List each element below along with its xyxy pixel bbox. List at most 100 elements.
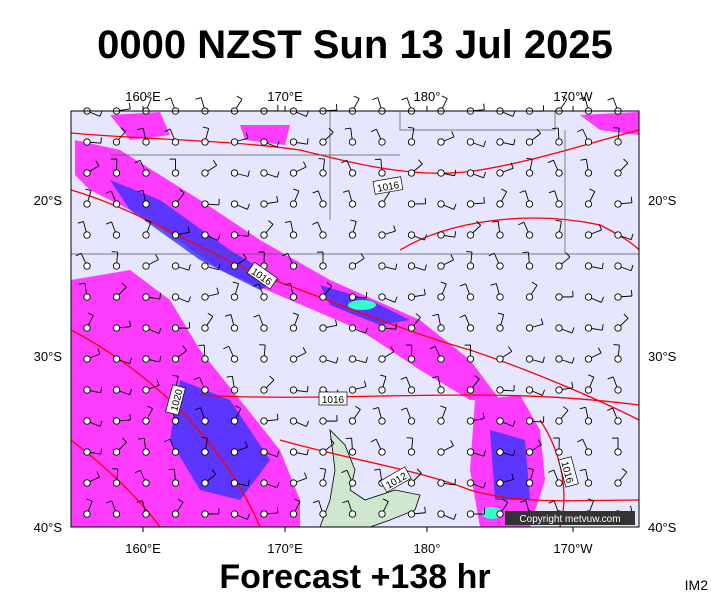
- station: [614, 386, 622, 394]
- station: [555, 448, 563, 456]
- station: [289, 355, 298, 363]
- station: [201, 324, 209, 332]
- station: [437, 169, 445, 177]
- lat-label-left: 30°S: [34, 349, 63, 364]
- barb-flag: [512, 420, 516, 427]
- barb-flag: [328, 127, 334, 133]
- barb-flag: [394, 296, 398, 303]
- isobar-label-text: 1016: [376, 180, 400, 195]
- barb-flag: [75, 252, 82, 257]
- barb-flag: [518, 221, 525, 226]
- station: [584, 231, 593, 239]
- station: [230, 386, 239, 394]
- barb-flag: [282, 252, 288, 257]
- barb-flag: [492, 220, 499, 223]
- barb-flag: [138, 437, 145, 440]
- barb-flag: [483, 482, 486, 489]
- station: [555, 324, 563, 332]
- station: [407, 324, 416, 332]
- barb-flag: [537, 439, 542, 445]
- station: [201, 417, 209, 425]
- barb-flag: [305, 110, 309, 117]
- station: [230, 479, 239, 487]
- barb-flag: [527, 467, 534, 471]
- lat-label-left: 20°S: [34, 193, 63, 208]
- station: [525, 355, 534, 363]
- station: [112, 355, 121, 363]
- barb-flag: [580, 158, 587, 161]
- station: [437, 262, 445, 270]
- station: [112, 386, 121, 394]
- barb-flag: [372, 407, 379, 410]
- isobar-label-box: [558, 456, 579, 488]
- barb-flag: [490, 283, 497, 286]
- barb-flag: [453, 203, 457, 210]
- station: [466, 231, 475, 239]
- barb-flag: [128, 102, 131, 109]
- station: [201, 262, 209, 270]
- barb-flag: [360, 253, 365, 259]
- barb-flag: [155, 254, 159, 260]
- lon-label-bottom: 160°E: [125, 541, 161, 556]
- station: [230, 169, 239, 177]
- barb-flag: [601, 324, 604, 331]
- barb-flag: [577, 438, 583, 443]
- station: [112, 169, 121, 177]
- isobar-label-text: 1016: [322, 395, 345, 406]
- barb-flag: [198, 344, 205, 347]
- station: [230, 355, 239, 363]
- station: [496, 169, 504, 177]
- barb-flag: [623, 158, 629, 164]
- station: [555, 200, 563, 208]
- station: [289, 138, 298, 146]
- barb-flag: [373, 468, 381, 471]
- barb-flag: [519, 190, 526, 194]
- barb-flag: [134, 469, 141, 474]
- barb-flag: [145, 219, 152, 223]
- barb-flag: [630, 196, 633, 203]
- station: [348, 138, 357, 146]
- station: [496, 324, 504, 332]
- station: [142, 417, 150, 425]
- barb-flag: [482, 412, 485, 419]
- station: [230, 138, 239, 146]
- station: [348, 355, 357, 363]
- barb-flag: [156, 379, 160, 386]
- barb-flag: [212, 160, 218, 166]
- barb-flag: [440, 405, 447, 409]
- barb-flag: [159, 292, 161, 299]
- station: [171, 231, 180, 239]
- station: [378, 324, 386, 332]
- station: [614, 293, 622, 301]
- barb-flag: [424, 234, 427, 241]
- station: [614, 417, 622, 425]
- copyright: Copyright metvuw.com: [519, 514, 620, 525]
- station: [319, 355, 327, 363]
- barb-flag: [129, 413, 131, 421]
- barb-flag: [432, 375, 439, 379]
- barb-flag: [329, 438, 335, 444]
- station: [525, 200, 534, 208]
- station: [201, 479, 209, 487]
- barb-flag: [232, 281, 239, 285]
- barb-flag: [344, 127, 351, 130]
- barb-flag: [335, 357, 339, 364]
- barb-flag: [218, 263, 221, 270]
- barb-flag: [193, 376, 200, 381]
- barb-flag: [86, 498, 93, 502]
- isobar-label: 1016: [318, 391, 348, 406]
- station: [112, 293, 121, 301]
- barb-flag: [247, 479, 250, 486]
- station: [525, 417, 534, 425]
- barb-flag: [304, 472, 308, 479]
- station: [496, 138, 504, 146]
- station: [112, 448, 121, 456]
- station: [466, 169, 475, 177]
- station: [555, 262, 563, 270]
- station: [407, 231, 416, 239]
- barb-flag: [77, 221, 84, 224]
- station: [289, 448, 298, 456]
- station: [201, 138, 209, 146]
- station: [614, 262, 622, 270]
- barb-flag: [312, 500, 319, 504]
